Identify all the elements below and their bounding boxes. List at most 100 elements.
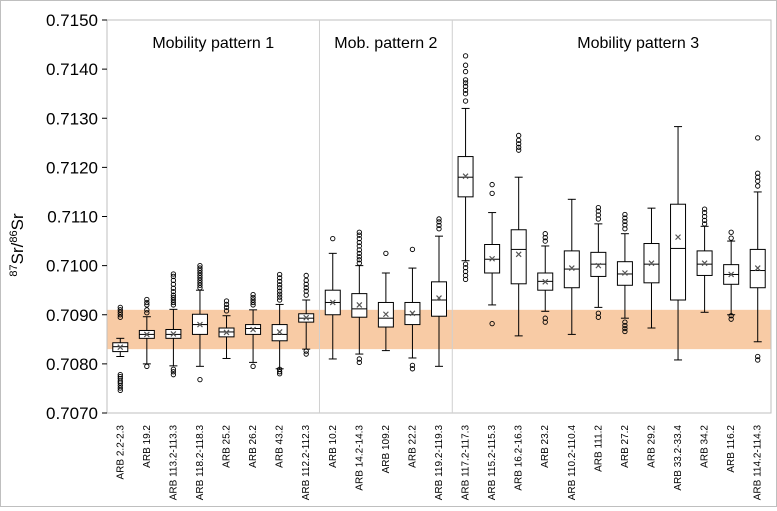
outlier-point <box>197 272 203 279</box>
x-tick-label: ARB 29.2 <box>646 425 657 468</box>
outlier-point <box>701 209 708 216</box>
outlier-point <box>197 267 203 274</box>
x-tick-label: ARB 10.2 <box>328 425 339 468</box>
mean-marker <box>621 270 628 276</box>
outlier-point <box>303 288 309 294</box>
mean-marker <box>754 265 761 272</box>
x-tick-label: ARB 2.2-2.3 <box>115 425 126 480</box>
group-title: Mob. pattern 2 <box>334 35 437 52</box>
outlier-point <box>170 372 177 378</box>
outlier-point <box>144 307 150 313</box>
mean-marker <box>303 314 310 321</box>
outlier-point <box>223 301 230 308</box>
box-item <box>112 304 129 394</box>
outlier-point <box>595 212 602 218</box>
outlier-point <box>197 275 203 281</box>
outlier-point <box>144 363 150 369</box>
outlier-point <box>223 298 230 304</box>
y-tick-label: 0.7090 <box>46 306 98 325</box>
outlier-point <box>117 304 123 311</box>
outlier-point <box>276 278 283 284</box>
outlier-point <box>462 53 469 59</box>
outlier-point <box>728 229 734 235</box>
outlier-point <box>276 271 283 278</box>
box-item <box>431 216 447 367</box>
y-label-sup1: 87 <box>8 264 20 276</box>
mean-marker <box>542 278 549 285</box>
outlier-point <box>276 275 283 281</box>
y-tick-label: 0.7080 <box>46 355 98 374</box>
outlier-point <box>276 366 283 372</box>
outlier-point <box>303 348 309 354</box>
x-tick-label: ARB 23.2 <box>540 425 551 468</box>
mean-marker <box>223 329 230 336</box>
mean-marker <box>170 330 177 337</box>
mean-marker <box>701 260 708 267</box>
outlier-point <box>356 243 362 249</box>
outlier-point <box>383 250 389 256</box>
outlier-point <box>516 141 522 147</box>
outlier-point <box>303 351 309 357</box>
x-tick-label: ARB 118.2-118.3 <box>195 425 206 501</box>
outlier-point <box>276 288 283 294</box>
box-item <box>324 235 341 360</box>
outlier-point <box>622 328 628 335</box>
outlier-point <box>595 310 602 316</box>
outlier-point <box>622 319 628 325</box>
outlier-point <box>755 174 761 180</box>
outlier-point <box>356 247 362 253</box>
box-item <box>245 291 262 369</box>
y-tick-label: 0.7130 <box>46 109 98 128</box>
outlier-point <box>276 369 283 375</box>
outlier-point <box>250 363 256 369</box>
box-item <box>590 205 607 320</box>
outlier-point <box>462 87 469 93</box>
outlier-point <box>276 291 283 297</box>
mean-marker <box>356 302 363 308</box>
outlier-point <box>516 132 522 139</box>
outlier-point <box>197 265 203 271</box>
outlier-point <box>197 277 203 284</box>
outlier-point <box>755 353 761 360</box>
outlier-point <box>462 62 469 68</box>
box-item <box>510 132 527 337</box>
outlier-point <box>595 216 602 222</box>
box-item <box>723 229 740 322</box>
outlier-point <box>276 294 283 300</box>
y-axis-label: 87Sr/86Sr <box>8 213 27 277</box>
outlier-point <box>595 314 602 320</box>
x-tick-label: ARB 110.2-110.4 <box>567 425 578 501</box>
outlier-point <box>144 302 150 308</box>
outlier-point <box>542 238 548 244</box>
group-title: Mobility pattern 3 <box>577 35 699 52</box>
box-item <box>670 126 687 361</box>
outlier-point <box>542 231 548 237</box>
y-tick-label: 0.7110 <box>47 208 98 227</box>
outlier-point <box>516 137 522 144</box>
outlier-point <box>117 373 123 380</box>
y-tick-label: 0.7100 <box>46 257 98 276</box>
outlier-point <box>622 222 628 228</box>
x-tick-label: ARB 16.2-16.3 <box>514 425 525 491</box>
outlier-point <box>117 309 123 315</box>
outlier-point <box>356 232 362 238</box>
outlier-point <box>462 272 469 279</box>
box-iqr <box>670 203 687 301</box>
outlier-point <box>303 292 309 298</box>
outlier-point <box>755 170 761 176</box>
outlier-point <box>303 277 309 284</box>
x-tick-label: ARB 113.2-113.3 <box>168 425 179 501</box>
outlier-point <box>250 294 256 301</box>
mean-marker <box>197 321 203 328</box>
outlier-point <box>303 285 309 291</box>
outlier-point <box>701 221 708 227</box>
outlier-point <box>462 264 469 271</box>
x-tick-label: ARB 19.2 <box>142 425 153 468</box>
outlier-point <box>144 296 150 303</box>
outlier-point <box>170 369 177 375</box>
outlier-point <box>250 297 256 303</box>
outlier-point <box>356 229 362 235</box>
box-item <box>457 53 474 283</box>
x-tick-label: ARB 116.2 <box>726 425 737 473</box>
